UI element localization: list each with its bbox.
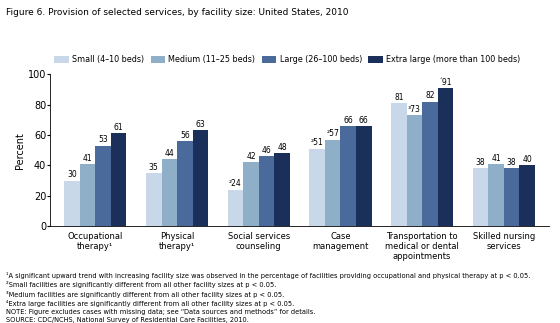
Text: 56: 56 — [180, 131, 190, 140]
Bar — [504, 168, 519, 226]
Bar — [488, 164, 504, 226]
Bar — [259, 156, 274, 226]
Text: 63: 63 — [195, 120, 205, 129]
Bar — [111, 133, 127, 226]
Bar — [95, 146, 111, 226]
Bar — [407, 115, 422, 226]
Bar — [146, 173, 161, 226]
Text: 53: 53 — [98, 135, 108, 144]
Text: 42: 42 — [246, 152, 256, 161]
Bar — [228, 190, 243, 226]
Bar — [177, 141, 193, 226]
Text: 48: 48 — [277, 143, 287, 152]
Bar — [243, 162, 259, 226]
Bar — [438, 88, 453, 226]
Text: 82: 82 — [425, 91, 435, 100]
Text: 61: 61 — [114, 123, 123, 132]
Text: 46: 46 — [262, 146, 272, 155]
Bar — [422, 102, 438, 226]
Text: 41: 41 — [491, 154, 501, 163]
Bar — [325, 140, 340, 226]
Legend: Small (4–10 beds), Medium (11–25 beds), Large (26–100 beds), Extra large (more t: Small (4–10 beds), Medium (11–25 beds), … — [54, 55, 520, 64]
Text: ´91: ´91 — [438, 78, 452, 87]
Bar — [356, 126, 371, 226]
Bar — [310, 149, 325, 226]
Text: ³73: ³73 — [408, 105, 421, 114]
Y-axis label: Percent: Percent — [15, 132, 25, 169]
Text: ¹A significant upward trend with increasing facility size was observed in the pe: ¹A significant upward trend with increas… — [6, 272, 530, 323]
Bar — [161, 159, 177, 226]
Text: 35: 35 — [149, 163, 158, 172]
Text: 40: 40 — [522, 155, 532, 164]
Bar — [473, 168, 488, 226]
Bar — [80, 164, 95, 226]
Text: 44: 44 — [165, 149, 174, 158]
Text: ²57: ²57 — [326, 129, 339, 138]
Text: Figure 6. Provision of selected services, by facility size: United States, 2010: Figure 6. Provision of selected services… — [6, 8, 348, 17]
Text: 66: 66 — [359, 116, 368, 125]
Bar — [193, 130, 208, 226]
Text: 38: 38 — [476, 158, 486, 167]
Bar — [519, 165, 535, 226]
Text: 41: 41 — [83, 154, 92, 163]
Text: ²24: ²24 — [229, 180, 242, 188]
Bar — [64, 181, 80, 226]
Bar — [340, 126, 356, 226]
Bar — [274, 153, 290, 226]
Text: ²51: ²51 — [311, 139, 324, 148]
Bar — [391, 103, 407, 226]
Text: 30: 30 — [67, 170, 77, 179]
Text: 38: 38 — [507, 158, 516, 167]
Text: 81: 81 — [394, 93, 404, 102]
Text: 66: 66 — [343, 116, 353, 125]
